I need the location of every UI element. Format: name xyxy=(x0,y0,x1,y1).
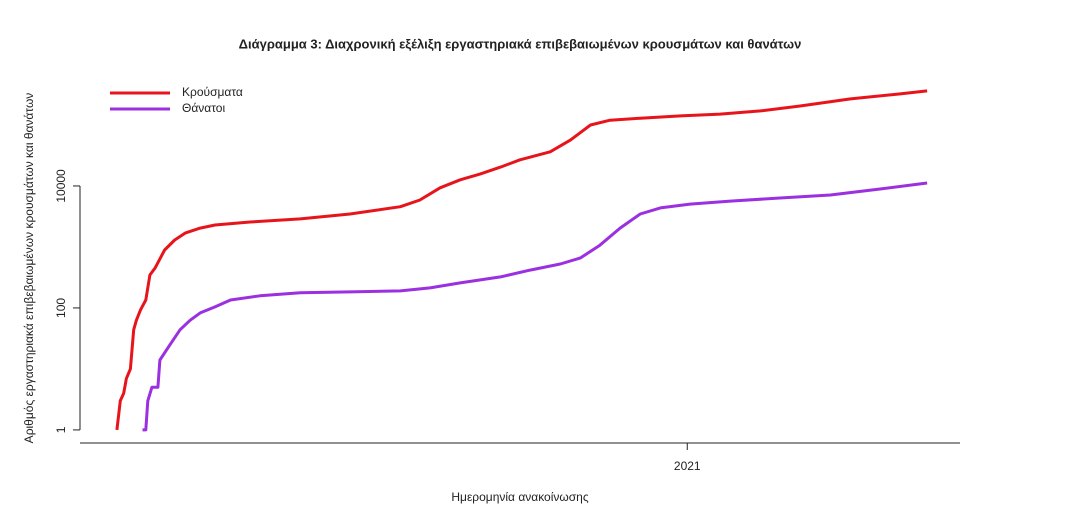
chart-title: Διάγραμμα 3: Διαχρονική εξέλιξη εργαστηρ… xyxy=(239,36,802,51)
series-line xyxy=(115,89,928,431)
x-tick-label: 2021 xyxy=(674,459,701,473)
y-axis-title: Αριθμός εργαστηριακά επιβεβαιωμένων κρου… xyxy=(22,93,36,444)
legend-label: Θάνατοι xyxy=(182,101,225,115)
y-tick-label: 100 xyxy=(54,298,68,318)
series-line xyxy=(142,181,928,432)
x-axis-title: Ημερομηνία ανακοίνωσης xyxy=(451,490,588,504)
y-tick-label: 10000 xyxy=(54,169,68,203)
y-tick-label: 1 xyxy=(54,426,68,433)
legend-label: Κρούσματα xyxy=(182,85,243,99)
